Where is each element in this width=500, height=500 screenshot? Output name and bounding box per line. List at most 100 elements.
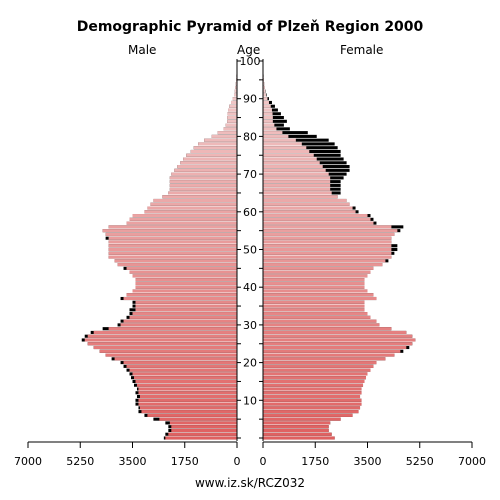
age-tick-label: 30 xyxy=(243,319,257,332)
male-bar xyxy=(180,161,237,165)
male-bar xyxy=(168,432,237,436)
source-footer: www.iz.sk/RCZ032 xyxy=(194,476,306,490)
female-bar xyxy=(263,327,392,331)
female-bar xyxy=(263,312,368,316)
male-bar xyxy=(225,123,237,127)
female-bar xyxy=(263,345,407,350)
female-bar xyxy=(263,308,365,312)
female-bar xyxy=(263,210,356,214)
male-bar xyxy=(165,436,237,440)
female-bar xyxy=(263,379,365,383)
female-bar xyxy=(263,421,331,425)
age-tick-label: 60 xyxy=(243,206,257,219)
female-bar xyxy=(263,278,365,282)
female-bar xyxy=(263,240,392,244)
female-excess-bar xyxy=(263,119,287,123)
male-bar xyxy=(87,334,237,338)
female-bar xyxy=(263,281,365,285)
female-excess-bar xyxy=(263,116,284,120)
male-bar xyxy=(108,247,237,252)
male-bar xyxy=(171,425,237,429)
age-tick-label: 10 xyxy=(243,394,257,407)
female-bar xyxy=(263,270,371,274)
male-bar xyxy=(108,327,237,331)
female-bar xyxy=(263,398,362,402)
male-bar xyxy=(144,210,237,214)
male-bar xyxy=(133,376,237,380)
female-bar xyxy=(263,361,377,365)
female-bar xyxy=(263,425,329,429)
male-bar xyxy=(168,191,237,195)
female-bar xyxy=(263,296,377,301)
male-bar xyxy=(169,183,237,187)
male-bar xyxy=(232,97,237,101)
male-bar xyxy=(108,240,237,244)
male-bar xyxy=(108,255,237,259)
male-bar xyxy=(108,244,237,248)
male-bar xyxy=(129,217,237,221)
male-bar xyxy=(223,127,237,131)
male-bar xyxy=(123,296,237,301)
female-bar xyxy=(263,334,413,338)
female-bar xyxy=(263,180,331,184)
age-header: Age xyxy=(237,43,261,57)
male-bar xyxy=(99,349,238,353)
male-bar xyxy=(139,406,237,410)
male-bar xyxy=(235,85,237,89)
male-bar xyxy=(141,410,237,414)
female-bar xyxy=(263,293,374,297)
male-bar xyxy=(123,361,237,365)
female-bar xyxy=(263,202,350,206)
male-bar xyxy=(171,428,237,433)
female-bar xyxy=(263,153,314,157)
female-bar xyxy=(263,330,407,334)
female-bar xyxy=(263,236,392,240)
female-excess-bar xyxy=(263,131,308,135)
female-bar xyxy=(263,116,273,120)
male-bar xyxy=(193,146,237,150)
female-bar xyxy=(263,394,361,399)
female-x-tick-label: 7000 xyxy=(458,455,486,468)
male-bar xyxy=(87,342,237,346)
female-bar xyxy=(263,247,392,252)
female-bar xyxy=(263,342,413,346)
female-bar xyxy=(263,353,395,357)
male-bar xyxy=(114,357,237,361)
male-bar xyxy=(132,214,237,218)
male-bar xyxy=(129,315,237,319)
female-bar xyxy=(263,217,371,221)
female-bar xyxy=(263,372,368,376)
female-bar xyxy=(263,187,331,191)
female-bar xyxy=(263,138,296,142)
female-bar xyxy=(263,195,338,199)
male-bar xyxy=(204,138,237,142)
age-tick-label: 80 xyxy=(243,130,257,143)
female-bar xyxy=(263,206,353,210)
male-bar xyxy=(126,364,237,368)
male-x-tick-label: 3500 xyxy=(119,455,147,468)
female-bar xyxy=(263,225,392,229)
age-tick-label: 90 xyxy=(243,93,257,106)
female-bar xyxy=(263,191,332,195)
female-bar xyxy=(263,251,392,255)
male-bar xyxy=(159,417,237,421)
male-bar xyxy=(135,278,237,282)
male-bar xyxy=(114,259,237,263)
female-bar xyxy=(263,255,392,259)
male-bar xyxy=(129,368,237,372)
female-bar xyxy=(263,300,365,304)
male-x-tick-label: 5250 xyxy=(66,455,94,468)
male-bar xyxy=(234,93,237,97)
male-bar xyxy=(117,263,237,267)
female-excess-bar xyxy=(263,134,317,138)
age-tick-label: 40 xyxy=(243,281,257,294)
female-bar xyxy=(263,391,362,395)
male-x-tick-label: 0 xyxy=(234,455,241,468)
female-bar xyxy=(263,146,307,150)
male-bar xyxy=(136,383,237,387)
male-bar xyxy=(132,274,237,278)
male-bar xyxy=(169,180,237,184)
male-bar xyxy=(135,285,237,289)
chart-title: Demographic Pyramid of Plzeň Region 2000 xyxy=(76,19,424,35)
male-bar xyxy=(138,398,237,402)
